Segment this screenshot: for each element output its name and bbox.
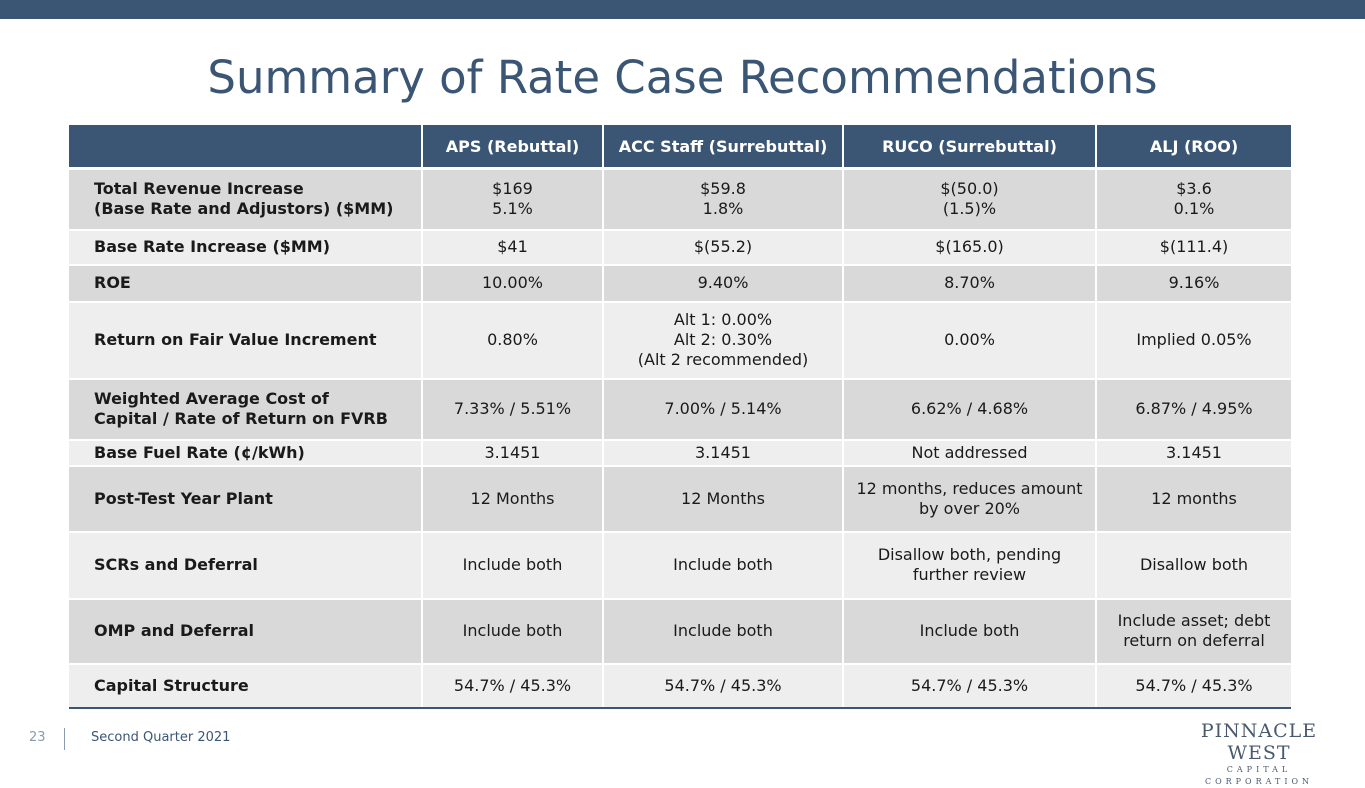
table-row: Weighted Average Cost of Capital / Rate o…	[69, 377, 1291, 440]
row-label: Total Revenue Increase (Base Rate and Adj…	[69, 167, 422, 230]
logo-main-text: PINNACLE WEST	[1200, 720, 1318, 764]
table-cell: Include both	[842, 597, 1096, 664]
rate-case-table: APS (Rebuttal) ACC Staff (Surrebuttal) R…	[69, 125, 1291, 709]
table-cell: 8.70%	[842, 263, 1096, 302]
table-cell: $3.6 0.1%	[1095, 167, 1291, 230]
row-label: Weighted Average Cost of Capital / Rate o…	[69, 377, 422, 440]
table-row: Total Revenue Increase (Base Rate and Adj…	[69, 167, 1291, 230]
row-label: SCRs and Deferral	[69, 530, 422, 599]
table-cell: 54.7% / 45.3%	[1095, 662, 1291, 709]
table-cell: 12 months	[1095, 464, 1291, 532]
table-cell: 6.62% / 4.68%	[842, 377, 1096, 440]
table-cell: 12 months, reduces amount by over 20%	[842, 464, 1096, 532]
table-row: Base Rate Increase ($MM) $41 $(55.2) $(1…	[69, 228, 1291, 265]
table-row: OMP and Deferral Include both Include bo…	[69, 597, 1291, 664]
table-cell: Not addressed	[842, 438, 1096, 466]
table-cell: 3.1451	[602, 438, 843, 466]
table-cell: 9.16%	[1095, 263, 1291, 302]
table-row: Capital Structure 54.7% / 45.3% 54.7% / …	[69, 662, 1291, 709]
table-cell: $(55.2)	[602, 228, 843, 265]
footer-period-label: Second Quarter 2021	[91, 730, 231, 745]
table-cell: $(50.0) (1.5)%	[842, 167, 1096, 230]
table-cell: 10.00%	[421, 263, 603, 302]
table-cell: $(111.4)	[1095, 228, 1291, 265]
table-cell: 7.00% / 5.14%	[602, 377, 843, 440]
table-cell: 3.1451	[1095, 438, 1291, 466]
table-cell: 12 Months	[421, 464, 603, 532]
row-label: Return on Fair Value Increment	[69, 300, 422, 379]
table-cell: Implied 0.05%	[1095, 300, 1291, 379]
footer-divider	[64, 728, 65, 750]
table-cell: 3.1451	[421, 438, 603, 466]
table-cell: Alt 1: 0.00% Alt 2: 0.30% (Alt 2 recommend…	[602, 300, 843, 379]
row-label: ROE	[69, 263, 422, 302]
table-cell: 0.80%	[421, 300, 603, 379]
table-cell: 54.7% / 45.3%	[842, 662, 1096, 709]
table-cell: Include asset; debt return on deferral	[1095, 597, 1291, 664]
table-row: Post-Test Year Plant 12 Months 12 Months…	[69, 464, 1291, 532]
table-row: SCRs and Deferral Include both Include b…	[69, 530, 1291, 599]
pinnacle-west-logo: PINNACLE WEST CAPITAL CORPORATION	[1180, 720, 1338, 788]
top-banner-bar	[0, 0, 1365, 19]
table-cell: $(165.0)	[842, 228, 1096, 265]
table-row: Return on Fair Value Increment 0.80% Alt…	[69, 300, 1291, 379]
table-cell: Include both	[602, 530, 843, 599]
table-cell: Include both	[421, 530, 603, 599]
row-label: Base Fuel Rate (¢/kWh)	[69, 438, 422, 466]
slide-title: Summary of Rate Case Recommendations	[207, 51, 1158, 104]
table-cell: $169 5.1%	[421, 167, 603, 230]
table-cell: Include both	[421, 597, 603, 664]
header-blank	[69, 125, 422, 169]
table-cell: 9.40%	[602, 263, 843, 302]
row-label: Capital Structure	[69, 662, 422, 709]
table-cell: 0.00%	[842, 300, 1096, 379]
row-label: Base Rate Increase ($MM)	[69, 228, 422, 265]
row-label: Post-Test Year Plant	[69, 464, 422, 532]
table-row: Base Fuel Rate (¢/kWh) 3.1451 3.1451 Not…	[69, 438, 1291, 466]
page-number: 23	[29, 730, 46, 745]
table-cell: 54.7% / 45.3%	[421, 662, 603, 709]
table-cell: $59.8 1.8%	[602, 167, 843, 230]
table-cell: $41	[421, 228, 603, 265]
table-cell: 12 Months	[602, 464, 843, 532]
header-ruco: RUCO (Surrebuttal)	[842, 125, 1096, 169]
header-aps: APS (Rebuttal)	[421, 125, 603, 169]
header-alj: ALJ (ROO)	[1095, 125, 1291, 169]
row-label: OMP and Deferral	[69, 597, 422, 664]
table-cell: 6.87% / 4.95%	[1095, 377, 1291, 440]
table-cell: Disallow both, pending further review	[842, 530, 1096, 599]
table-cell: 54.7% / 45.3%	[602, 662, 843, 709]
table-cell: 7.33% / 5.51%	[421, 377, 603, 440]
table-row: ROE 10.00% 9.40% 8.70% 9.16%	[69, 263, 1291, 302]
table-header-row: APS (Rebuttal) ACC Staff (Surrebuttal) R…	[69, 125, 1291, 169]
header-acc-staff: ACC Staff (Surrebuttal)	[602, 125, 843, 169]
table-cell: Include both	[602, 597, 843, 664]
table-cell: Disallow both	[1095, 530, 1291, 599]
